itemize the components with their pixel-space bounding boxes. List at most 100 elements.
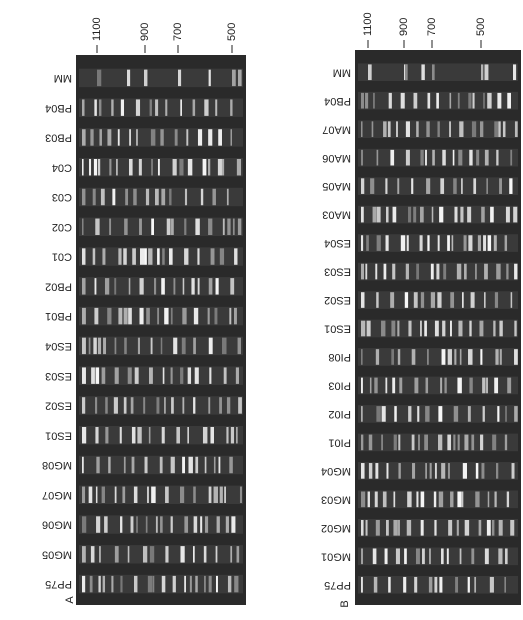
band: [408, 207, 411, 223]
band: [366, 520, 368, 536]
marker-label: 700: [426, 18, 438, 36]
band: [510, 520, 514, 536]
band: [234, 248, 237, 264]
band: [164, 397, 166, 413]
band: [98, 159, 100, 175]
lane: [79, 307, 243, 325]
band: [209, 576, 212, 592]
band: [150, 546, 154, 562]
band: [101, 189, 105, 205]
band: [434, 520, 436, 536]
band: [161, 278, 165, 294]
band: [240, 487, 242, 503]
band: [120, 427, 122, 443]
band: [361, 378, 363, 394]
band: [95, 219, 99, 235]
band: [499, 321, 502, 337]
band: [149, 427, 151, 443]
band: [90, 576, 93, 592]
band: [94, 159, 97, 175]
band: [96, 516, 100, 532]
band: [143, 546, 147, 562]
band: [237, 159, 241, 175]
band: [447, 435, 451, 451]
band: [201, 189, 203, 205]
figure: 1100900700500MMPB04PB03C04C03C02C01PB02P…: [0, 0, 523, 620]
band: [124, 397, 127, 413]
band: [190, 576, 192, 592]
band: [111, 576, 113, 592]
band: [424, 435, 428, 451]
lane-label: MG06: [42, 519, 72, 531]
band: [162, 248, 165, 264]
band: [492, 435, 496, 451]
band: [485, 548, 489, 564]
band: [468, 349, 473, 365]
band: [182, 308, 186, 324]
band: [238, 219, 241, 235]
band: [408, 321, 411, 337]
band: [457, 520, 459, 536]
band: [118, 248, 121, 264]
band: [138, 338, 140, 354]
band: [215, 99, 217, 115]
band: [191, 278, 194, 294]
band: [505, 235, 507, 251]
lane-label: ES01: [324, 323, 351, 335]
band: [405, 64, 408, 80]
band: [144, 248, 147, 264]
band: [115, 367, 119, 383]
band: [478, 235, 481, 251]
band: [82, 546, 86, 562]
band: [448, 349, 452, 365]
lane-label: PI03: [328, 380, 351, 392]
band: [448, 520, 452, 536]
band: [194, 516, 198, 532]
band: [94, 308, 98, 324]
band: [461, 178, 463, 194]
lane-label: C04: [52, 161, 72, 173]
band: [385, 378, 387, 394]
band: [180, 367, 183, 383]
band: [167, 219, 171, 235]
band: [513, 207, 517, 223]
band: [414, 378, 418, 394]
band: [421, 64, 424, 80]
band: [420, 235, 423, 251]
band: [151, 159, 153, 175]
band: [184, 219, 186, 235]
band: [198, 278, 200, 294]
band: [91, 546, 95, 562]
band: [229, 457, 232, 473]
band: [151, 129, 155, 145]
band: [458, 150, 462, 166]
band: [474, 577, 476, 593]
lane: [358, 377, 518, 395]
band: [460, 349, 462, 365]
band: [146, 516, 148, 532]
band: [389, 93, 392, 109]
band: [392, 378, 395, 394]
band: [412, 435, 415, 451]
band: [171, 516, 173, 532]
band: [473, 178, 476, 194]
band: [361, 406, 363, 422]
lane-label: MA07: [322, 123, 351, 135]
band: [89, 159, 91, 175]
band: [361, 520, 364, 536]
band: [488, 492, 490, 508]
band: [184, 516, 188, 532]
band: [374, 577, 377, 593]
marker-label: 1100: [362, 12, 374, 36]
band: [391, 349, 394, 365]
band: [441, 463, 445, 479]
band: [377, 235, 381, 251]
band: [236, 427, 238, 443]
lane-label: MM: [333, 66, 351, 78]
band: [188, 457, 192, 473]
band: [218, 159, 222, 175]
band: [458, 93, 460, 109]
band: [507, 378, 511, 394]
band: [442, 321, 445, 337]
band: [216, 576, 218, 592]
